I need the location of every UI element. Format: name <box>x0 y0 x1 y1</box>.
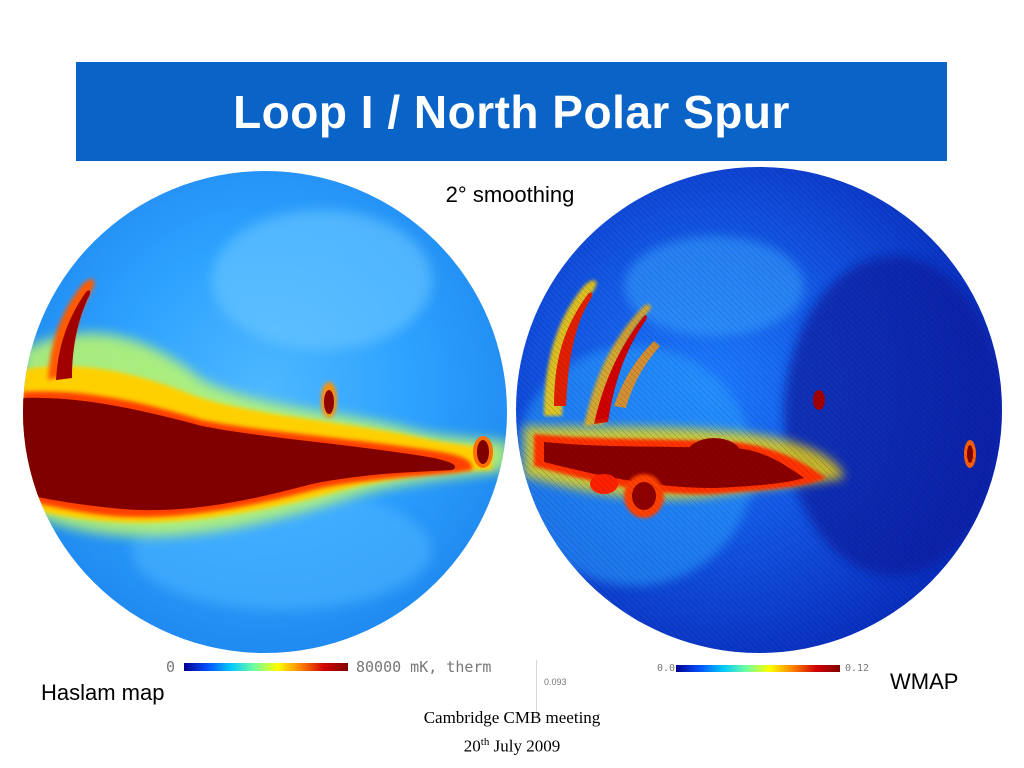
wmap-sky-map <box>516 167 1002 653</box>
haslam-colorbar-max: 80000 mK, therm <box>356 658 492 676</box>
haslam-caption: Haslam map <box>41 680 165 705</box>
wmap-colorbar-max: 0.12 <box>845 663 870 674</box>
stray-value-label: 0.093 <box>544 677 567 687</box>
title-bar: Loop I / North Polar Spur <box>76 62 947 161</box>
footer-day: 20 <box>463 736 481 756</box>
slide-title: Loop I / North Polar Spur <box>233 85 790 138</box>
haslam-sky-map <box>23 171 507 653</box>
wmap-colorbar-min: 0.0 <box>657 663 676 674</box>
footer-line1: Cambridge CMB meeting <box>423 708 601 727</box>
footer-day-suffix: th <box>480 736 490 748</box>
haslam-colorbar <box>184 663 348 671</box>
haslam-colorbar-min: 0 <box>166 658 176 676</box>
divider-line <box>536 660 537 716</box>
footer: Cambridge CMB meeting 20th July 2009 <box>380 706 644 759</box>
wmap-colorbar <box>676 665 840 672</box>
wmap-caption: WMAP <box>890 669 959 694</box>
footer-line2: 20th July 2009 <box>380 730 644 759</box>
footer-date-rest: July 2009 <box>489 736 561 756</box>
smoothing-subtitle: 2° smoothing <box>445 182 575 207</box>
